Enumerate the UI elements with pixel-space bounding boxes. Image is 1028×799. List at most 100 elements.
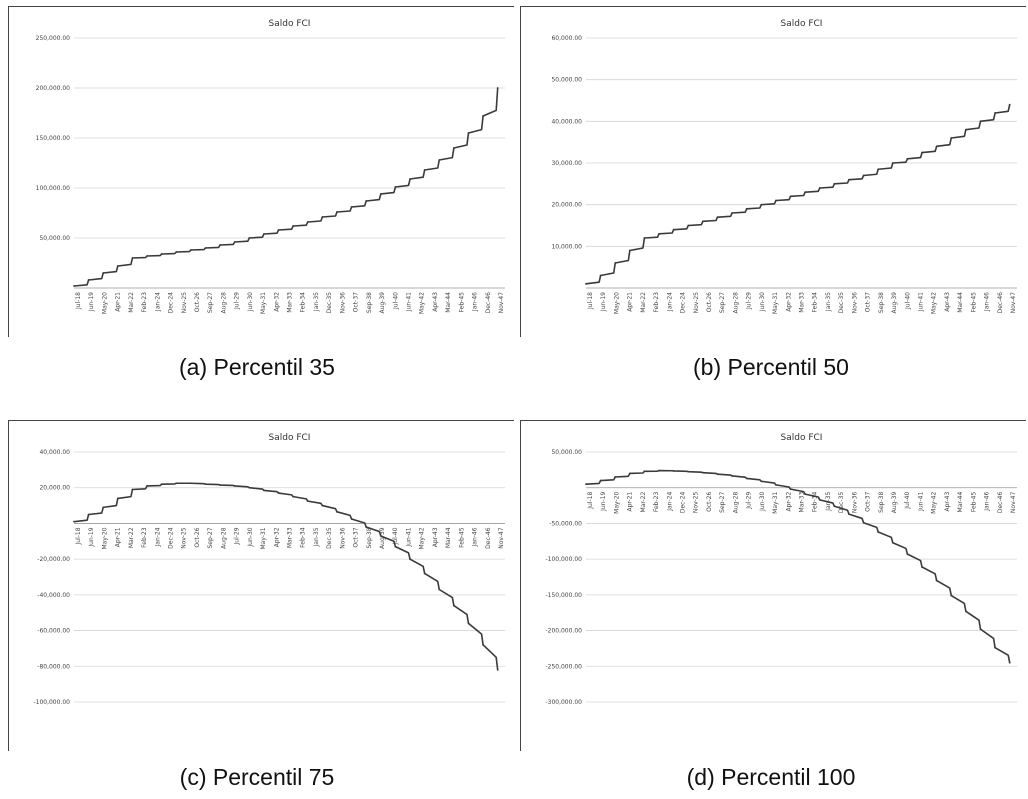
- y-tick-label: -150,000.00: [545, 592, 582, 599]
- data-point: [964, 128, 967, 131]
- panel-frame-b: [520, 6, 1026, 337]
- data-point: [628, 249, 631, 252]
- data-point: [146, 485, 148, 487]
- x-tick-label: Aug-39: [891, 292, 898, 314]
- x-tick-label: Feb-23: [653, 492, 660, 513]
- data-point: [248, 486, 251, 489]
- x-tick-label: Oct-37: [353, 292, 360, 312]
- y-tick-label: 100,000.00: [36, 185, 71, 192]
- data-point: [818, 498, 821, 501]
- y-tick-label: 20,000.00: [39, 485, 70, 492]
- x-tick-label: Jun-30: [759, 292, 766, 312]
- x-tick-label: Dec-35: [838, 492, 845, 514]
- data-point: [306, 221, 309, 223]
- x-tick-label: Jan-35: [313, 292, 320, 312]
- x-tick-label: Apr-21: [627, 492, 634, 512]
- y-tick-label: -50,000.00: [549, 520, 582, 527]
- x-tick-label: Dec-46: [997, 292, 1004, 314]
- x-tick-label: Jul-18: [587, 492, 594, 510]
- x-tick-label: Jul-40: [392, 292, 399, 310]
- data-point: [658, 232, 660, 235]
- data-point: [643, 237, 646, 239]
- x-tick-label: Jan-46: [472, 527, 479, 547]
- data-point: [102, 272, 105, 274]
- x-tick-label: Dec-24: [680, 292, 687, 314]
- x-tick-label: Apr-32: [785, 292, 792, 312]
- x-tick-label: Oct-37: [353, 527, 360, 547]
- data-point: [731, 475, 734, 477]
- x-tick-label: Nov-36: [339, 527, 346, 549]
- data-point: [116, 497, 119, 500]
- caption-a: (a) Percentil 35: [179, 354, 335, 380]
- x-tick-label: Aug-39: [891, 492, 898, 514]
- x-tick-label: May-42: [419, 292, 426, 314]
- data-point: [658, 469, 660, 472]
- caption-c: (c) Percentil 75: [179, 764, 335, 790]
- x-tick-label: Feb-23: [141, 292, 148, 313]
- data-point: [482, 643, 484, 646]
- data-point: [116, 265, 119, 267]
- x-tick-label: Jul-18: [587, 292, 594, 310]
- x-tick-label: Dec-46: [485, 527, 492, 549]
- y-tick-label: -250,000.00: [545, 663, 582, 670]
- x-tick-label: Jun-41: [917, 492, 924, 512]
- x-tick-label: Mar-44: [957, 292, 964, 313]
- data-point: [687, 470, 690, 473]
- data-point: [585, 483, 587, 486]
- series-line: [585, 104, 1011, 285]
- x-tick-label: Jun-30: [247, 292, 254, 312]
- y-tick-label: -100,000.00: [545, 556, 582, 563]
- x-tick-label: Dec-35: [838, 292, 845, 314]
- x-tick-label: Jul-18: [75, 527, 82, 545]
- x-tick-label: Nov-25: [181, 527, 188, 549]
- data-point: [365, 200, 368, 202]
- data-point: [219, 244, 222, 246]
- data-point: [160, 483, 163, 486]
- data-point: [833, 505, 836, 508]
- x-tick-label: Feb-34: [300, 292, 307, 313]
- data-point: [585, 282, 587, 285]
- x-tick-label: Nov-36: [339, 292, 346, 314]
- x-tick-label: May-20: [613, 492, 620, 514]
- x-tick-label: Mar-33: [799, 492, 806, 513]
- data-point: [789, 195, 792, 198]
- y-tick-label: 200,000.00: [36, 85, 71, 92]
- x-tick-label: Jan-46: [984, 292, 991, 312]
- data-point: [614, 262, 617, 264]
- y-tick-label: -100,000.00: [33, 699, 70, 706]
- data-point: [146, 255, 148, 257]
- x-tick-label: Jun-30: [247, 527, 254, 547]
- x-tick-label: Jul-40: [392, 527, 399, 545]
- data-point: [204, 247, 207, 249]
- x-tick-label: Dec-46: [485, 292, 492, 314]
- x-tick-label: Oct-26: [706, 292, 713, 312]
- y-tick-label: 60,000.00: [551, 35, 582, 42]
- data-point: [775, 199, 777, 202]
- data-point: [848, 513, 850, 516]
- data-point: [350, 518, 353, 520]
- y-tick-label: 50,000.00: [551, 449, 582, 456]
- data-point: [467, 132, 470, 134]
- y-tick-label: 40,000.00: [551, 118, 582, 125]
- x-tick-label: May-31: [772, 292, 779, 314]
- x-tick-label: Jul-29: [234, 527, 241, 545]
- data-point: [950, 137, 953, 139]
- x-tick-label: Nov-36: [851, 492, 858, 514]
- data-point: [336, 211, 338, 213]
- data-point: [994, 646, 996, 649]
- x-tick-label: Feb-45: [970, 492, 977, 513]
- x-tick-label: Mar-33: [287, 527, 294, 548]
- x-tick-label: Apr-43: [432, 292, 439, 312]
- data-point: [891, 541, 894, 544]
- data-point: [964, 610, 967, 613]
- x-tick-label: Jun-41: [917, 292, 924, 312]
- data-point: [672, 470, 675, 472]
- data-point: [189, 249, 192, 251]
- x-tick-label: Apr-21: [627, 292, 634, 312]
- x-tick-label: Apr-43: [944, 292, 951, 312]
- data-point: [818, 187, 821, 189]
- x-tick-label: Dec-24: [680, 492, 687, 514]
- x-tick-label: Mar-22: [640, 492, 647, 513]
- x-tick-label: Aug-39: [379, 527, 386, 549]
- y-tick-label: -200,000.00: [545, 628, 582, 635]
